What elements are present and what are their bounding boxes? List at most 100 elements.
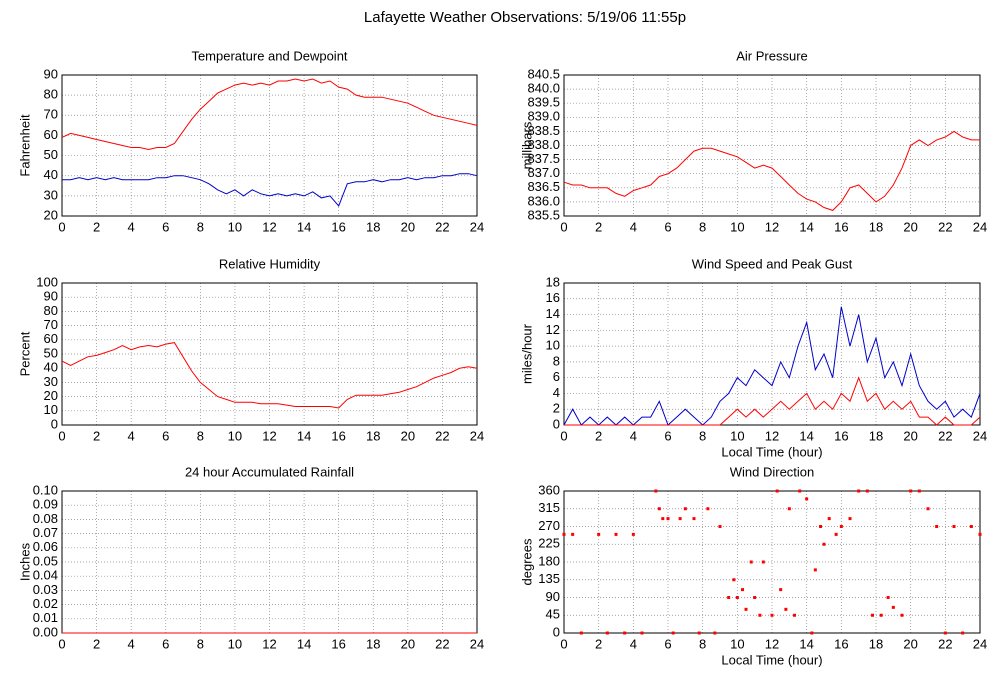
data-point [770,613,774,617]
data-point [834,532,838,536]
data-point [718,525,722,528]
chart-title: Wind Speed and Peak Gust [692,256,853,271]
x-tick-label: 22 [938,636,952,651]
data-point [813,568,817,572]
y-tick-label: 80 [44,87,58,102]
data-point [839,525,843,528]
x-tick-label: 12 [765,428,779,443]
y-tick-label: 40 [44,167,58,182]
y-tick-label: 50 [44,345,58,360]
page-title: Lafayette Weather Observations: 5/19/06 … [364,9,686,26]
x-tick-label: 2 [595,219,602,234]
x-tick-label: 16 [331,219,345,234]
x-tick-label: 2 [93,428,100,443]
data-point [900,613,904,617]
y-tick-label: 8 [553,353,560,368]
data-point [749,560,753,564]
x-tick-label: 22 [938,219,952,234]
x-tick-label: 12 [765,636,779,651]
data-point [640,631,644,635]
x-tick-label: 6 [664,219,671,234]
data-point [623,631,627,635]
y-tick-label: 90 [44,289,58,304]
x-tick-label: 24 [973,428,987,443]
data-point [666,517,670,521]
y-tick-label: 0.02 [33,596,58,611]
plot-frame [563,74,981,217]
data-point [614,532,618,536]
y-tick-label: 840.5 [527,66,560,81]
data-point [631,532,635,536]
x-tick-label: 8 [699,219,706,234]
x-tick-label: 24 [470,428,484,443]
y-tick-label: 30 [44,187,58,202]
y-tick-label: 70 [44,317,58,332]
y-tick-label: 0 [51,416,58,431]
x-tick-label: 18 [869,428,883,443]
x-tick-label: 12 [262,219,276,234]
y-tick-label: 80 [44,303,58,318]
data-point [678,517,682,521]
x-tick-label: 20 [903,636,917,651]
y-tick-label: 10 [546,338,560,353]
x-tick-label: 6 [664,636,671,651]
data-point [943,631,947,635]
x-tick-label: 14 [799,636,813,651]
x-tick-label: 22 [435,219,449,234]
y-tick-label: 838.0 [527,137,560,152]
y-tick-label: 839.0 [527,109,560,124]
data-line [61,78,478,151]
data-point [741,588,745,592]
data-point [865,489,869,493]
data-point [952,525,956,528]
x-tick-label: 4 [128,219,135,234]
data-point [597,532,601,536]
x-tick-label: 6 [162,636,169,651]
data-point [713,631,717,635]
data-line [563,130,980,211]
plot-frame [61,74,478,217]
data-point [857,489,861,493]
x-tick-label: 4 [630,219,637,234]
x-tick-label: 20 [903,219,917,234]
x-tick-label: 22 [435,428,449,443]
chart-title: Wind Direction [730,464,815,479]
data-point [886,596,890,599]
x-tick-label: 24 [973,219,987,234]
data-point [744,607,748,611]
y-tick-label: 0.00 [33,624,58,639]
x-axis-label: Local Time (hour) [721,444,822,459]
y-tick-label: 20 [44,207,58,222]
y-tick-label: 50 [44,147,58,162]
data-point [683,507,687,511]
data-point [819,525,823,528]
x-tick-label: 18 [869,219,883,234]
data-point [671,631,675,635]
x-tick-label: 16 [834,636,848,651]
data-point [758,613,762,617]
data-point [784,607,788,611]
data-point [848,517,852,521]
x-tick-label: 14 [799,428,813,443]
y-tick-label: 315 [538,500,560,515]
x-tick-label: 16 [331,428,345,443]
data-point [579,631,583,635]
y-tick-label: 60 [44,127,58,142]
data-line [563,306,981,426]
x-tick-label: 14 [297,219,311,234]
y-tick-label: 14 [546,306,560,321]
x-tick-label: 6 [162,219,169,234]
y-tick-label: 180 [538,553,560,568]
x-axis-label: Local Time (hour) [721,652,822,667]
x-tick-label: 18 [366,636,380,651]
y-tick-label: 837.0 [527,165,560,180]
data-line [564,376,981,426]
data-point [735,596,739,599]
x-tick-label: 14 [799,219,813,234]
x-tick-label: 22 [435,636,449,651]
y-tick-label: 70 [44,107,58,122]
x-tick-label: 22 [938,428,952,443]
x-tick-label: 4 [128,428,135,443]
data-point [571,532,575,536]
y-tick-label: 45 [546,607,560,622]
